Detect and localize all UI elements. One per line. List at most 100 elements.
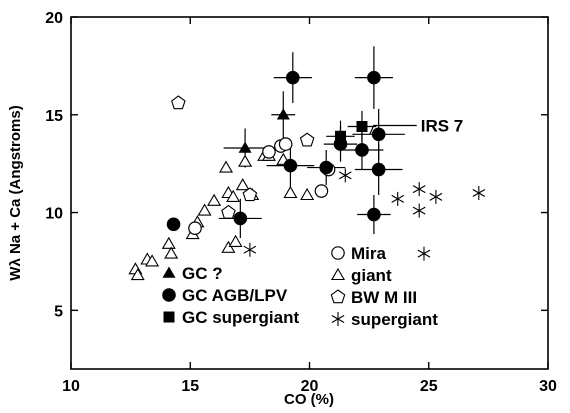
star-ray: [337, 318, 345, 323]
legend-label-mira: Mira: [351, 244, 387, 263]
legend-label-gc-super: GC supergiant: [182, 308, 299, 327]
giant-point: [235, 178, 250, 191]
star-ray: [423, 253, 431, 258]
annotations: IRS 7: [369, 116, 464, 135]
giant-point: [145, 254, 160, 267]
legend-label-gc-unknown: GC ?: [182, 264, 223, 283]
legend-marker-mira: [331, 246, 345, 260]
supergiant-point: [391, 191, 405, 206]
supergiant-point: [412, 203, 426, 218]
giant-point: [238, 154, 253, 167]
star-ray: [478, 192, 486, 197]
star-ray: [243, 245, 251, 251]
star-ray: [418, 206, 426, 212]
bwm-point: [221, 204, 236, 219]
mira-point: [262, 145, 276, 159]
star-ray: [478, 189, 486, 194]
star-ray: [391, 198, 399, 203]
legend: GC ? GC AGB/LPV GC supergiant Mira giant BW M…: [162, 244, 438, 329]
legend-label-bwm: BW M III: [351, 288, 417, 307]
star-ray: [331, 318, 339, 323]
gc-agb-point: [371, 162, 386, 177]
legend-marker-giant: [330, 267, 346, 281]
star-ray: [344, 171, 352, 176]
star-ray: [417, 249, 425, 255]
x-tick-label: 10: [62, 378, 80, 395]
legend-marker-bwm: [330, 289, 346, 304]
mira-point: [278, 137, 293, 151]
gc-agb-point: [371, 127, 386, 142]
supergiant-point: [417, 246, 431, 261]
star-ray: [391, 194, 399, 200]
star-ray: [435, 196, 443, 201]
star-ray: [249, 245, 257, 251]
star-ray: [418, 188, 426, 194]
giant-point: [283, 185, 298, 199]
giant-point: [219, 160, 234, 173]
star-ray: [418, 210, 426, 215]
legend-label-giant: giant: [351, 266, 392, 285]
star-ray: [331, 315, 339, 320]
x-tick-label: 15: [181, 378, 199, 395]
gc-agb-point: [166, 217, 181, 232]
star-ray: [412, 206, 420, 212]
star-ray: [249, 249, 257, 254]
x-tick-label: 20: [301, 378, 319, 395]
star-ray: [418, 185, 426, 190]
star-ray: [429, 196, 437, 201]
y-tick-label: 15: [45, 108, 63, 125]
gc-agb-point: [319, 160, 333, 175]
giant-point: [221, 240, 236, 253]
giant-point: [164, 246, 179, 259]
gc-super-point: [335, 130, 347, 142]
data-markers: [128, 70, 486, 281]
star-ray: [338, 171, 346, 176]
y-tick-label: 20: [45, 10, 63, 27]
supergiant-point: [429, 189, 443, 204]
supergiant-point: [338, 168, 352, 183]
star-ray: [412, 188, 420, 194]
bwm-point: [242, 187, 258, 202]
star-ray: [429, 192, 437, 198]
gc-agb-point: [367, 70, 381, 85]
gc-agb-point: [283, 158, 298, 173]
supergiant-point: [412, 182, 426, 197]
mira-point: [188, 221, 202, 235]
y-tick-label: 10: [45, 206, 63, 223]
giant-point: [226, 189, 241, 202]
y-tick-label: 5: [54, 303, 63, 320]
bwm-point: [299, 132, 315, 147]
legend-marker-gc-unknown: [162, 266, 176, 278]
gc-unknown-point: [238, 141, 252, 153]
gc-agb-point: [355, 143, 369, 157]
star-ray: [337, 315, 345, 320]
star-ray: [435, 192, 443, 198]
star-ray: [344, 174, 352, 180]
gc-agb-point: [286, 70, 300, 85]
axis-ticks: 10 15 20 25 30 5 10 15 20: [45, 10, 557, 395]
y-axis-title: Wλ Na + Ca (Angstroms): [7, 105, 24, 280]
giant-point: [197, 203, 212, 216]
gc-super-point: [356, 121, 368, 133]
giant-point: [228, 234, 243, 247]
supergiant-point: [243, 242, 257, 257]
gc-agb-point: [367, 207, 381, 222]
giant-point: [130, 267, 145, 281]
star-ray: [472, 192, 480, 197]
mira-point: [314, 184, 329, 198]
legend-marker-supergiant: [331, 312, 345, 326]
x-tick-label: 30: [539, 378, 557, 395]
legend-label-supergiant: supergiant: [351, 310, 438, 329]
star-ray: [417, 253, 425, 258]
star-ray: [423, 249, 431, 255]
star-ray: [338, 174, 346, 180]
star-ray: [243, 249, 251, 254]
bwm-point: [171, 95, 186, 110]
annotation-label: IRS 7: [421, 116, 464, 135]
x-axis-title: CO (%): [284, 391, 334, 408]
giant-point: [207, 193, 222, 206]
giant-point: [300, 187, 315, 201]
gc-unknown-point: [276, 108, 290, 120]
supergiant-point: [472, 185, 486, 201]
